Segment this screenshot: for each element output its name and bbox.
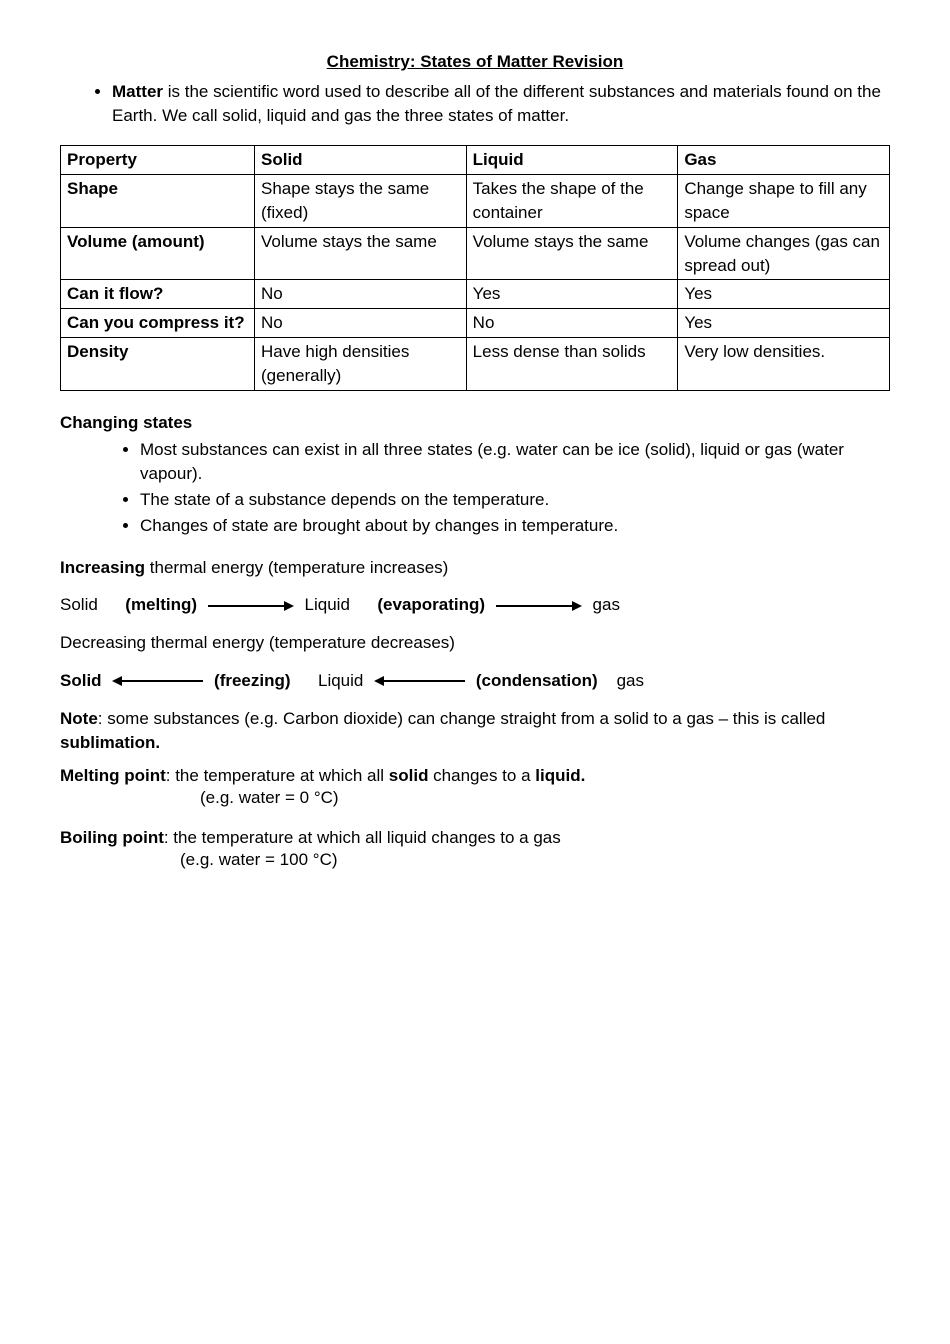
- freezing-arrow-line: Solid (freezing) Liquid (condensation) g…: [60, 669, 890, 693]
- list-item: Most substances can exist in all three s…: [140, 438, 890, 486]
- table-cell: Solid: [255, 146, 467, 175]
- table-cell: No: [466, 309, 678, 338]
- table-cell: Shape: [61, 175, 255, 228]
- note-sublimation: sublimation.: [60, 733, 160, 752]
- table-cell: Volume stays the same: [255, 227, 467, 280]
- table-cell: No: [255, 309, 467, 338]
- table-cell: Have high densities (generally): [255, 337, 467, 390]
- l2-cond: (condensation): [476, 671, 598, 690]
- decreasing-line: Decreasing thermal energy (temperature d…: [60, 631, 890, 655]
- table-cell: Takes the shape of the container: [466, 175, 678, 228]
- table-cell: Gas: [678, 146, 890, 175]
- page-title: Chemistry: States of Matter Revision: [60, 50, 890, 74]
- table-cell: Change shape to fill any space: [678, 175, 890, 228]
- melting-bold: Melting point: [60, 766, 166, 785]
- melting-arrow-line: Solid (melting) Liquid (evaporating) gas: [60, 593, 890, 617]
- l2-freezing: (freezing): [214, 671, 291, 690]
- intro-bullet: Matter is the scientific word used to de…: [112, 80, 890, 128]
- table-cell: Density: [61, 337, 255, 390]
- l2-solid: Solid: [60, 671, 102, 690]
- table-cell: Property: [61, 146, 255, 175]
- table-cell: Yes: [678, 309, 890, 338]
- changing-heading: Changing states: [60, 411, 890, 435]
- boiling-post: : the temperature at which all liquid ch…: [164, 828, 561, 847]
- l2-liquid: Liquid: [318, 671, 363, 690]
- l1-solid: Solid: [60, 595, 98, 614]
- table-cell: Can it flow?: [61, 280, 255, 309]
- table-cell: Very low densities.: [678, 337, 890, 390]
- l1-liquid: Liquid: [305, 595, 350, 614]
- melting-point-line: Melting point: the temperature at which …: [60, 764, 890, 788]
- arrow-left-icon: [372, 674, 467, 688]
- table-cell: Yes: [678, 280, 890, 309]
- increasing-rest: thermal energy (temperature increases): [145, 558, 448, 577]
- l1-gas: gas: [593, 595, 620, 614]
- l1-melting: (melting): [125, 595, 197, 614]
- melting-mid2: changes to a: [428, 766, 535, 785]
- melting-example: (e.g. water = 0 °C): [200, 786, 890, 810]
- increasing-bold: Increasing: [60, 558, 145, 577]
- melting-mid: : the temperature at which all: [166, 766, 389, 785]
- intro-list: Matter is the scientific word used to de…: [60, 80, 890, 128]
- boiling-example: (e.g. water = 100 °C): [180, 848, 890, 872]
- l1-evap: (evaporating): [377, 595, 485, 614]
- note-mid: : some substances (e.g. Carbon dioxide) …: [98, 709, 826, 728]
- table-cell: Shape stays the same (fixed): [255, 175, 467, 228]
- increasing-line: Increasing thermal energy (temperature i…: [60, 556, 890, 580]
- note-bold: Note: [60, 709, 98, 728]
- boiling-point-line: Boiling point: the temperature at which …: [60, 826, 890, 850]
- table-cell: Liquid: [466, 146, 678, 175]
- arrow-right-icon: [206, 599, 296, 613]
- arrow-right-icon: [494, 599, 584, 613]
- properties-table: PropertySolidLiquidGas ShapeShape stays t…: [60, 145, 890, 390]
- melting-liquid: liquid.: [535, 766, 585, 785]
- l2-gas: gas: [617, 671, 644, 690]
- changing-list: Most substances can exist in all three s…: [60, 438, 890, 537]
- melting-solid: solid: [389, 766, 429, 785]
- list-item: The state of a substance depends on the …: [140, 488, 890, 512]
- intro-text: is the scientific word used to describe …: [112, 82, 881, 125]
- table-cell: Volume changes (gas can spread out): [678, 227, 890, 280]
- note-line: Note: some substances (e.g. Carbon dioxi…: [60, 707, 890, 755]
- table-cell: Can you compress it?: [61, 309, 255, 338]
- table-cell: Yes: [466, 280, 678, 309]
- table-cell: Less dense than solids: [466, 337, 678, 390]
- arrow-left-icon: [110, 674, 205, 688]
- list-item: Changes of state are brought about by ch…: [140, 514, 890, 538]
- boiling-bold: Boiling point: [60, 828, 164, 847]
- table-cell: Volume stays the same: [466, 227, 678, 280]
- table-cell: No: [255, 280, 467, 309]
- intro-bold: Matter: [112, 82, 163, 101]
- table-cell: Volume (amount): [61, 227, 255, 280]
